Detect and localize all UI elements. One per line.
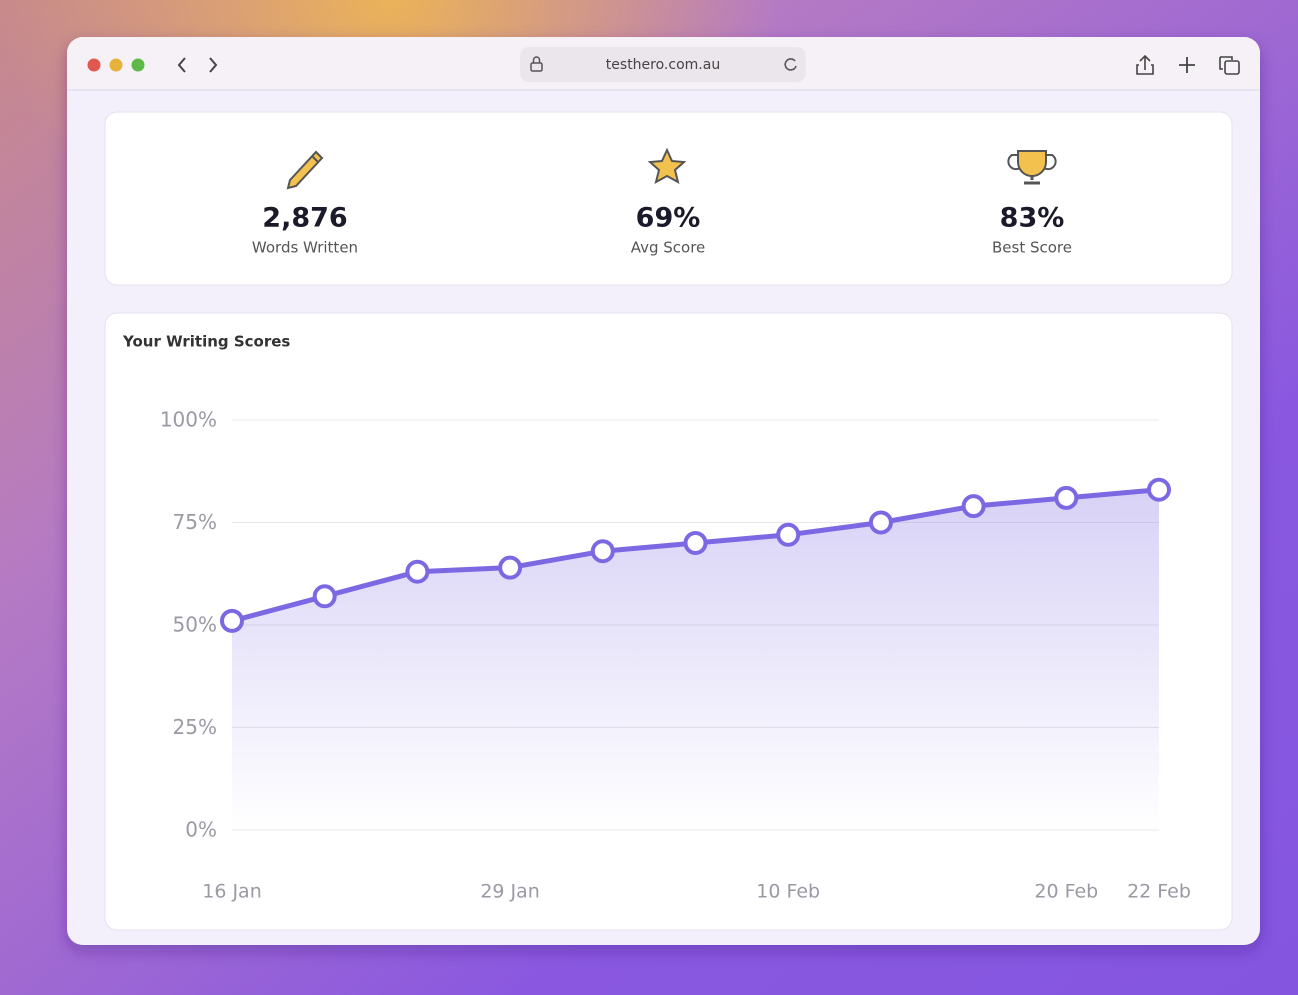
- area: [232, 489, 1159, 830]
- y-tick-label: 25%: [173, 715, 217, 739]
- trophy-icon: [1007, 150, 1057, 185]
- x-tick-label: 16 Jan: [202, 881, 262, 903]
- pencil-icon: [286, 150, 324, 190]
- url: testhero.com.au: [606, 57, 720, 73]
- y-tick-label: 0%: [185, 818, 217, 842]
- minimize-button[interactable]: [109, 58, 123, 72]
- y-tick-label: 50%: [173, 613, 217, 637]
- forward-button[interactable]: [209, 57, 218, 73]
- lock-icon: [530, 62, 543, 72]
- x-tick-label: 22 Feb: [1127, 881, 1191, 903]
- point: [1147, 477, 1171, 502]
- lock-shackle: [532, 56, 541, 63]
- point: [776, 522, 801, 547]
- stat-value: 2,876: [262, 203, 347, 234]
- point: [405, 559, 430, 584]
- reload-button[interactable]: [784, 58, 797, 71]
- close-button[interactable]: [87, 58, 101, 72]
- new-tab-button[interactable]: [1179, 57, 1195, 73]
- point: [498, 555, 523, 580]
- point: [312, 584, 337, 609]
- stat-value: 69%: [636, 203, 701, 234]
- point: [961, 494, 986, 519]
- x-tick-label: 10 Feb: [756, 881, 820, 903]
- y-tick-label: 100%: [160, 408, 217, 432]
- back-button[interactable]: [177, 57, 186, 73]
- maximize-button[interactable]: [131, 58, 145, 72]
- point: [868, 510, 893, 535]
- y-tick-label: 75%: [173, 510, 217, 534]
- share-button[interactable]: [1136, 54, 1154, 75]
- stat-label: Best Score: [992, 239, 1072, 257]
- x-tick-label: 20 Feb: [1034, 881, 1098, 903]
- point: [683, 531, 708, 555]
- stat-label: Avg Score: [631, 239, 706, 257]
- chart-title: Your Writing Scores: [122, 333, 290, 351]
- star-icon: [647, 147, 687, 184]
- tabs-icon: [1224, 60, 1240, 75]
- x-tick-label: 29 Jan: [480, 881, 540, 903]
- stat-value: 83%: [1000, 203, 1065, 234]
- stats-card: [104, 111, 1233, 286]
- point: [1054, 485, 1079, 510]
- address-bar[interactable]: [520, 47, 806, 82]
- tabs-button[interactable]: [1219, 56, 1233, 70]
- stat-label: Words Written: [252, 239, 358, 257]
- point: [590, 539, 615, 564]
- point: [220, 608, 244, 633]
